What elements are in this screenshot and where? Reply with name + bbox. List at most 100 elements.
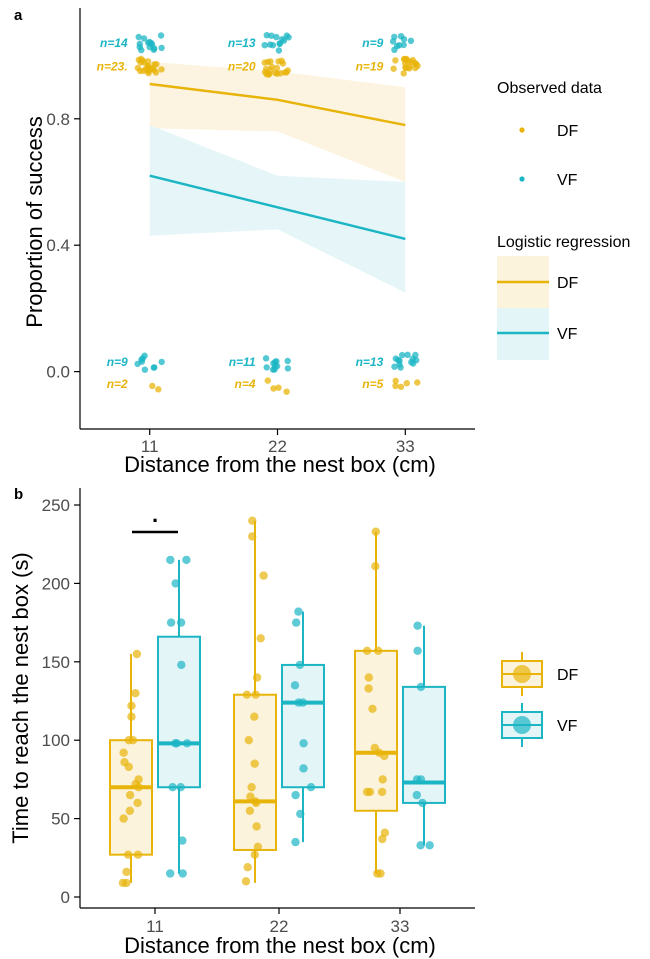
observed-point-vf bbox=[273, 33, 280, 41]
data-point-df bbox=[134, 783, 143, 792]
panel-a-n-labels: n=14 n=23. n=13 n=20 n=9 n=19 n=9 n=2 n=11 n=4 n=1… bbox=[97, 36, 384, 391]
observed-point-vf bbox=[148, 40, 155, 47]
data-point-vf bbox=[290, 681, 300, 690]
data-point-vf bbox=[413, 621, 422, 630]
legend-observed-title: Observed data bbox=[497, 80, 602, 97]
data-point-vf bbox=[295, 660, 305, 670]
observed-point-df bbox=[403, 380, 410, 387]
observed-point-vf bbox=[273, 358, 280, 365]
data-point-df bbox=[250, 759, 259, 768]
regression-line-df bbox=[149, 82, 406, 127]
data-point-df bbox=[119, 814, 128, 823]
data-point-vf bbox=[182, 739, 192, 748]
n-label: n=11 bbox=[229, 355, 256, 369]
data-point-vf bbox=[299, 739, 308, 748]
data-point-vf bbox=[425, 841, 434, 850]
observed-point-df bbox=[392, 382, 399, 390]
data-point-df bbox=[133, 850, 143, 859]
observed-point-vf bbox=[404, 351, 411, 358]
data-point-df bbox=[380, 751, 389, 761]
ci-band-vf bbox=[149, 125, 406, 293]
data-point-df bbox=[362, 787, 372, 797]
data-point-vf bbox=[171, 579, 180, 588]
data-point-df bbox=[378, 834, 387, 844]
n-label: n=9 bbox=[362, 36, 383, 50]
observed-point-vf bbox=[263, 32, 270, 39]
panel-b-y-axis-title: Time to reach the nest box (s) bbox=[8, 552, 33, 843]
observed-point-vf bbox=[140, 35, 148, 42]
observed-point-vf bbox=[262, 355, 270, 362]
data-point-df bbox=[248, 532, 257, 541]
data-point-df bbox=[124, 850, 133, 859]
data-point-df bbox=[252, 822, 261, 831]
data-point-vf bbox=[412, 790, 421, 800]
data-point-vf bbox=[177, 660, 186, 670]
legend-regression-df-label: DF bbox=[557, 275, 579, 292]
observed-point-vf bbox=[263, 364, 270, 371]
panel-b-legend: DF VF bbox=[501, 652, 579, 747]
observed-point-df bbox=[400, 70, 407, 77]
observed-point-df bbox=[414, 379, 421, 386]
data-point-vf bbox=[294, 607, 303, 616]
y-tick-label: 250 bbox=[42, 496, 70, 515]
data-point-df bbox=[124, 762, 133, 772]
n-label: n=4 bbox=[234, 377, 255, 391]
data-point-vf bbox=[298, 698, 308, 707]
n-label: n=2 bbox=[107, 377, 128, 391]
data-point-df bbox=[244, 736, 253, 745]
observed-point-df bbox=[270, 385, 277, 392]
regression-line-vf bbox=[149, 174, 406, 241]
observed-point-vf bbox=[284, 365, 292, 372]
observed-point-vf bbox=[393, 42, 401, 50]
observed-point-vf bbox=[284, 357, 291, 365]
data-point-df bbox=[252, 673, 262, 682]
observed-point-vf bbox=[134, 360, 141, 368]
observed-point-df bbox=[275, 58, 282, 65]
data-point-df bbox=[371, 562, 380, 571]
data-point-df bbox=[250, 850, 259, 859]
observed-point-df bbox=[265, 71, 272, 78]
observed-point-vf bbox=[266, 41, 274, 48]
data-point-df bbox=[133, 798, 142, 808]
data-point-vf bbox=[166, 869, 175, 878]
data-point-df bbox=[248, 516, 257, 525]
data-point-df bbox=[241, 877, 251, 886]
observed-point-df bbox=[158, 66, 165, 73]
panel-b-points bbox=[118, 516, 434, 888]
data-point-df bbox=[368, 704, 377, 713]
legend-observed-vf-label: VF bbox=[557, 172, 578, 189]
observed-point-df bbox=[401, 55, 408, 63]
x-tick-label: 33 bbox=[391, 917, 410, 936]
data-point-vf bbox=[416, 775, 426, 784]
data-point-df bbox=[127, 712, 136, 721]
panel-b-boxes bbox=[109, 520, 446, 883]
observed-point-vf bbox=[261, 42, 268, 49]
data-point-vf bbox=[168, 783, 177, 792]
observed-point-df bbox=[267, 58, 274, 65]
legend-regression-title: Logistic regression bbox=[497, 234, 630, 251]
y-tick-label: 0.4 bbox=[46, 236, 70, 255]
data-point-df bbox=[250, 712, 259, 721]
data-point-vf bbox=[306, 783, 316, 792]
panel-a-ticks: 11 22 33 0.0 0.4 0.8 bbox=[46, 110, 414, 456]
legend-observed-vf-point bbox=[519, 176, 525, 182]
observed-point-df bbox=[140, 67, 147, 75]
observed-point-vf bbox=[138, 46, 145, 54]
x-tick-label: 22 bbox=[268, 437, 287, 456]
observed-point-vf bbox=[136, 40, 143, 47]
data-point-vf bbox=[171, 739, 180, 748]
y-tick-label: 50 bbox=[51, 810, 70, 829]
observed-point-df bbox=[145, 64, 152, 71]
observed-point-df bbox=[134, 64, 142, 72]
observed-point-vf bbox=[400, 41, 407, 49]
data-point-df bbox=[245, 806, 255, 815]
data-point-df bbox=[243, 863, 252, 872]
y-tick-label: 150 bbox=[42, 653, 70, 672]
n-label: n=5 bbox=[362, 377, 383, 391]
legend-observed-df-point bbox=[519, 127, 525, 133]
observed-point-df bbox=[277, 70, 284, 77]
data-point-vf bbox=[291, 790, 300, 800]
observed-point-vf bbox=[157, 32, 165, 39]
data-point-df bbox=[374, 646, 383, 655]
